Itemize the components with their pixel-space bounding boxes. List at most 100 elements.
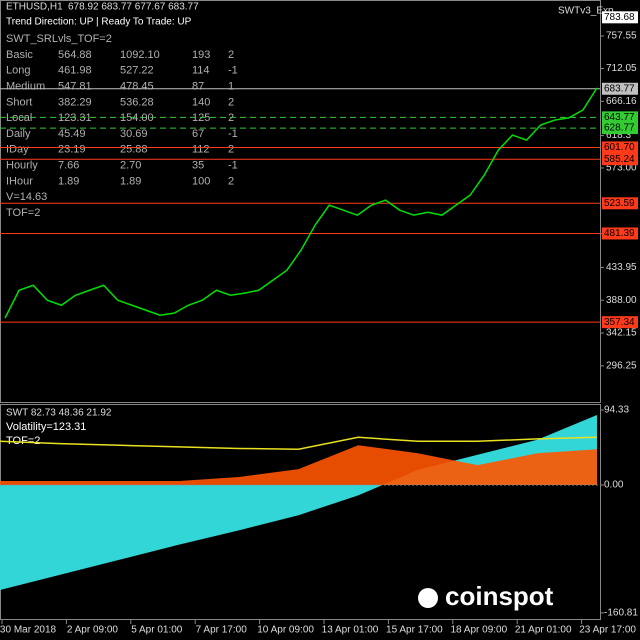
table-cell: 45.49 bbox=[58, 128, 86, 140]
time-label: 15 Apr 17:00 bbox=[386, 625, 443, 636]
table-cell: 547.81 bbox=[58, 81, 92, 93]
table-cell: 87 bbox=[192, 81, 204, 93]
level-box bbox=[602, 227, 638, 240]
table-cell: 2 bbox=[228, 112, 234, 124]
table-cell: 2.70 bbox=[120, 160, 141, 172]
table-cell: 2 bbox=[228, 144, 234, 156]
ohlc: 678.92 683.77 677.67 683.77 bbox=[68, 2, 199, 13]
level-label: 585.24 bbox=[604, 154, 635, 165]
table-cell: Medium bbox=[6, 81, 45, 93]
osc-label: SWT 82.73 48.36 21.92 bbox=[6, 408, 112, 419]
level-box bbox=[602, 111, 638, 124]
level-label: 357.34 bbox=[604, 317, 635, 328]
y-tick-label: 433.95 bbox=[606, 262, 637, 273]
y-tick-label: 342.15 bbox=[606, 328, 637, 339]
table-cell: Long bbox=[6, 65, 30, 77]
logo: coinspot bbox=[445, 581, 554, 611]
table-cell: 2 bbox=[228, 49, 234, 61]
indicator-name: SWTv3_Exp bbox=[558, 6, 614, 17]
level-box bbox=[602, 141, 638, 154]
level-label: 643.77 bbox=[604, 112, 635, 123]
time-label: 2 Apr 09:00 bbox=[67, 625, 119, 636]
level-label: 481.39 bbox=[604, 228, 635, 239]
table-cell: Short bbox=[6, 96, 32, 108]
y-tick-label: 388.00 bbox=[606, 295, 637, 306]
level-box bbox=[602, 82, 638, 95]
table-cell: 461.98 bbox=[58, 65, 92, 77]
table-cell: Local bbox=[6, 112, 32, 124]
table-cell: 1.89 bbox=[58, 175, 79, 187]
main-panel-frame bbox=[0, 0, 601, 403]
table-cell: IDay bbox=[6, 144, 29, 156]
level-box bbox=[602, 316, 638, 329]
level-box bbox=[602, 122, 638, 135]
logo-icon bbox=[418, 588, 438, 608]
time-label: 7 Apr 17:00 bbox=[196, 625, 248, 636]
osc-area bbox=[0, 415, 597, 590]
time-label: 21 Apr 01:00 bbox=[515, 625, 572, 636]
time-label: 10 Apr 09:00 bbox=[257, 625, 314, 636]
table-cell: 23.19 bbox=[58, 144, 86, 156]
table-cell: 154.00 bbox=[120, 112, 154, 124]
table-cell: 100 bbox=[192, 175, 210, 187]
table-cell: 2 bbox=[228, 175, 234, 187]
y-tick-label: 296.25 bbox=[606, 360, 637, 371]
level-box bbox=[602, 153, 638, 166]
level-label: 628.77 bbox=[604, 123, 635, 134]
table-cell: 382.29 bbox=[58, 96, 92, 108]
time-label: 23 Apr 17:00 bbox=[579, 625, 636, 636]
table-cell: 7.66 bbox=[58, 160, 79, 172]
level-label: 783.68 bbox=[604, 12, 635, 23]
table-cell: Basic bbox=[6, 49, 33, 61]
table-cell: 25.88 bbox=[120, 144, 148, 156]
y-tick-label: 712.05 bbox=[606, 63, 637, 74]
y-tick-label: 757.55 bbox=[606, 31, 637, 42]
table-cell: 527.22 bbox=[120, 65, 154, 77]
y-tick-label: 618.3 bbox=[606, 130, 631, 141]
table-cell: 114 bbox=[192, 65, 210, 77]
time-label: 30 Mar 2018 bbox=[0, 625, 57, 636]
table-cell: 193 bbox=[192, 49, 210, 61]
price-line bbox=[4, 87, 598, 319]
table-cell: 112 bbox=[192, 144, 210, 156]
osc-tick-label: 94.33 bbox=[604, 405, 629, 416]
table-cell: -1 bbox=[228, 160, 238, 172]
time-label: 13 Apr 01:00 bbox=[322, 625, 379, 636]
table-cell: 1.89 bbox=[120, 175, 141, 187]
table-cell: IHour bbox=[6, 175, 33, 187]
table-cell: 536.28 bbox=[120, 96, 154, 108]
table-cell: 35 bbox=[192, 160, 204, 172]
level-label: 683.77 bbox=[604, 83, 635, 94]
level-box bbox=[602, 11, 638, 24]
time-label: 18 Apr 09:00 bbox=[450, 625, 507, 636]
time-label: 5 Apr 01:00 bbox=[131, 625, 183, 636]
table-cell: 564.88 bbox=[58, 49, 92, 61]
symbol: ETHUSD,H1 bbox=[6, 2, 63, 13]
y-tick-label: 666.16 bbox=[606, 96, 637, 107]
table-cell: 125 bbox=[192, 112, 210, 124]
table-cell: 140 bbox=[192, 96, 210, 108]
osc-note: TOF=2 bbox=[6, 435, 40, 447]
trend-status: Trend Direction: UP | Ready To Trade: UP bbox=[6, 17, 192, 28]
table-cell: Hourly bbox=[6, 160, 38, 172]
table-cell: 1 bbox=[228, 81, 234, 93]
table-cell: 2 bbox=[228, 96, 234, 108]
level-label: 601.70 bbox=[604, 142, 635, 153]
table-cell: -1 bbox=[228, 128, 238, 140]
y-tick-label: 573.00 bbox=[606, 163, 637, 174]
table-cell: 478.45 bbox=[120, 81, 154, 93]
table-cell: 123.31 bbox=[58, 112, 92, 124]
table-note: TOF=2 bbox=[6, 207, 40, 219]
level-box bbox=[602, 197, 638, 210]
osc-line bbox=[0, 436, 598, 450]
table-cell: -1 bbox=[228, 65, 238, 77]
table-cell: 30.69 bbox=[120, 128, 148, 140]
osc-tick-label: 0.00 bbox=[604, 480, 624, 491]
table-note: V=14.63 bbox=[6, 191, 47, 203]
table-cell: 1092.10 bbox=[120, 49, 160, 61]
table-cell: Daily bbox=[6, 128, 31, 140]
osc-note: Volatility=123.31 bbox=[6, 421, 86, 433]
osc-area bbox=[0, 445, 597, 486]
osc-tick-label: -160.81 bbox=[604, 607, 638, 618]
